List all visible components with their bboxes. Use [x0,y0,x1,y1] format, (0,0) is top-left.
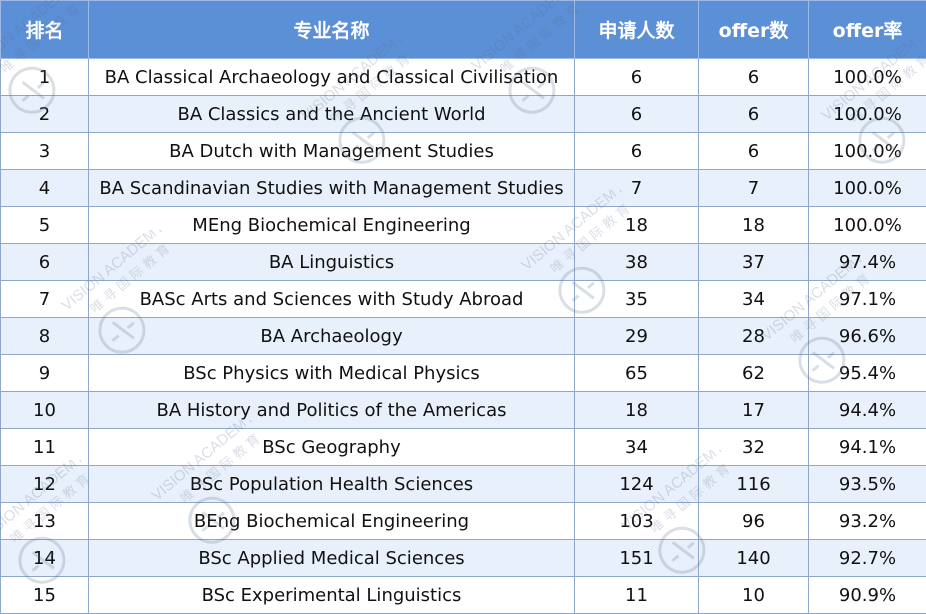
cell-applicants: 6 [574,132,699,170]
cell-offer-rate: 97.4% [808,243,926,281]
cell-applicants: 38 [574,243,699,281]
cell-offer-rate: 94.1% [808,428,926,466]
cell-offer-rate: 100.0% [808,58,926,96]
table-row: 14 BSc Applied Medical Sciences 151 140 92.7… [0,539,926,577]
cell-offers: 37 [698,243,809,281]
table-row: 7 BASc Arts and Sciences with Study Abroa… [0,280,926,318]
cell-major: BA Classical Archaeology and Classical C… [88,58,575,96]
cell-offer-rate: 100.0% [808,95,926,133]
cell-offer-rate: 92.7% [808,539,926,577]
cell-rank: 13 [0,502,89,540]
table-row: 8 BA Archaeology 29 28 96.6% [0,317,926,355]
cell-offers: 6 [698,58,809,96]
table-header: 排名 专业名称 申请人数 offer数 offer率 [0,0,926,59]
table-row: 1 BA Classical Archaeology and Classical … [0,58,926,96]
table-row: 10 BA History and Politics of the America… [0,391,926,429]
cell-applicants: 103 [574,502,699,540]
cell-rank: 7 [0,280,89,318]
header-row: 排名 专业名称 申请人数 offer数 offer率 [0,0,926,59]
cell-applicants: 18 [574,206,699,244]
cell-applicants: 65 [574,354,699,392]
cell-major: BA Classics and the Ancient World [88,95,575,133]
cell-offer-rate: 93.5% [808,465,926,503]
table-row: 5 MEng Biochemical Engineering 18 18 100.0% [0,206,926,244]
cell-offers: 116 [698,465,809,503]
cell-major: BA History and Politics of the Americas [88,391,575,429]
cell-rank: 15 [0,576,89,614]
cell-rank: 14 [0,539,89,577]
cell-applicants: 6 [574,95,699,133]
cell-major: BA Archaeology [88,317,575,355]
cell-rank: 4 [0,169,89,207]
cell-offer-rate: 95.4% [808,354,926,392]
cell-major: BA Dutch with Management Studies [88,132,575,170]
cell-offers: 7 [698,169,809,207]
cell-major: BSc Physics with Medical Physics [88,354,575,392]
cell-offers: 96 [698,502,809,540]
table-row: 11 BSc Geography 34 32 94.1% [0,428,926,466]
cell-offer-rate: 100.0% [808,169,926,207]
cell-offer-rate: 93.2% [808,502,926,540]
cell-rank: 2 [0,95,89,133]
cell-applicants: 34 [574,428,699,466]
cell-major: MEng Biochemical Engineering [88,206,575,244]
cell-major: BSc Population Health Sciences [88,465,575,503]
cell-rank: 8 [0,317,89,355]
cell-rank: 9 [0,354,89,392]
cell-applicants: 29 [574,317,699,355]
cell-offers: 6 [698,95,809,133]
cell-rank: 10 [0,391,89,429]
cell-applicants: 151 [574,539,699,577]
table-row: 12 BSc Population Health Sciences 124 116 93… [0,465,926,503]
cell-major: BEng Biochemical Engineering [88,502,575,540]
header-offer-rate: offer率 [808,0,926,59]
cell-rank: 1 [0,58,89,96]
cell-offer-rate: 94.4% [808,391,926,429]
cell-major: BA Scandinavian Studies with Management … [88,169,575,207]
cell-applicants: 11 [574,576,699,614]
cell-rank: 3 [0,132,89,170]
cell-offers: 18 [698,206,809,244]
cell-offers: 6 [698,132,809,170]
cell-major: BA Linguistics [88,243,575,281]
cell-offers: 62 [698,354,809,392]
table-row: 13 BEng Biochemical Engineering 103 96 93.2% [0,502,926,540]
table-row: 9 BSc Physics with Medical Physics 65 62 95.… [0,354,926,392]
cell-applicants: 6 [574,58,699,96]
cell-rank: 6 [0,243,89,281]
table-body: 1 BA Classical Archaeology and Classical … [0,58,926,614]
cell-applicants: 35 [574,280,699,318]
cell-offers: 10 [698,576,809,614]
cell-offer-rate: 100.0% [808,132,926,170]
table-row: 6 BA Linguistics 38 37 97.4% [0,243,926,281]
cell-rank: 5 [0,206,89,244]
cell-offer-rate: 97.1% [808,280,926,318]
cell-major: BSc Applied Medical Sciences [88,539,575,577]
cell-offer-rate: 100.0% [808,206,926,244]
cell-major: BSc Geography [88,428,575,466]
table-row: 15 BSc Experimental Linguistics 11 10 90.9% [0,576,926,614]
cell-offers: 32 [698,428,809,466]
cell-rank: 12 [0,465,89,503]
cell-offers: 28 [698,317,809,355]
table-row: 4 BA Scandinavian Studies with Management… [0,169,926,207]
cell-offer-rate: 96.6% [808,317,926,355]
cell-applicants: 7 [574,169,699,207]
table-row: 2 BA Classics and the Ancient World 6 6 100.… [0,95,926,133]
cell-applicants: 18 [574,391,699,429]
cell-applicants: 124 [574,465,699,503]
cell-offers: 17 [698,391,809,429]
cell-major: BSc Experimental Linguistics [88,576,575,614]
header-offers: offer数 [698,0,809,59]
cell-rank: 11 [0,428,89,466]
cell-offer-rate: 90.9% [808,576,926,614]
header-applicants: 申请人数 [574,0,699,59]
header-major: 专业名称 [88,0,575,59]
table-row: 3 BA Dutch with Management Studies 6 6 100.0… [0,132,926,170]
cell-offers: 140 [698,539,809,577]
cell-offers: 34 [698,280,809,318]
header-rank: 排名 [0,0,89,59]
cell-major: BASc Arts and Sciences with Study Abroad [88,280,575,318]
